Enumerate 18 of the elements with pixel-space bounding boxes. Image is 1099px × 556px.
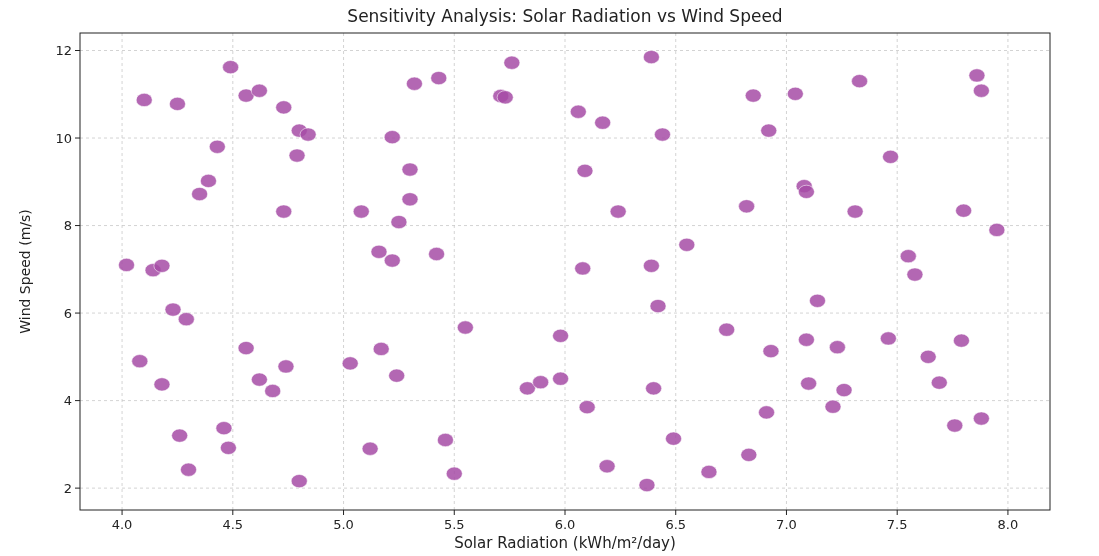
y-tick-label: 2 (63, 480, 72, 496)
x-tick-label: 4.0 (111, 517, 133, 532)
y-tick-label: 4 (63, 393, 72, 409)
x-tick-label: 4.5 (222, 517, 244, 532)
x-tick-label: 6.0 (554, 517, 576, 532)
x-tick-label: 6.5 (665, 517, 687, 532)
x-tick-label: 7.5 (886, 517, 908, 532)
y-tick-label: 12 (55, 43, 72, 58)
y-tick-label: 10 (55, 130, 72, 146)
x-tick-label: 5.0 (333, 517, 354, 532)
y-tick-label: 8 (63, 218, 72, 234)
chart-title: Sensitivity Analysis: Solar Radiation vs Wind Speed (347, 6, 783, 26)
x-tick-label: 7.0 (776, 517, 797, 532)
y-axis-title: Wind Speed (m/s) (17, 209, 33, 334)
y-tick-label: 6 (63, 305, 72, 321)
x-axis-title: Solar Radiation (kWh/m²/day) (454, 534, 676, 552)
x-tick-label: 5.5 (443, 517, 465, 532)
x-tick-label: 8.0 (997, 517, 1019, 532)
